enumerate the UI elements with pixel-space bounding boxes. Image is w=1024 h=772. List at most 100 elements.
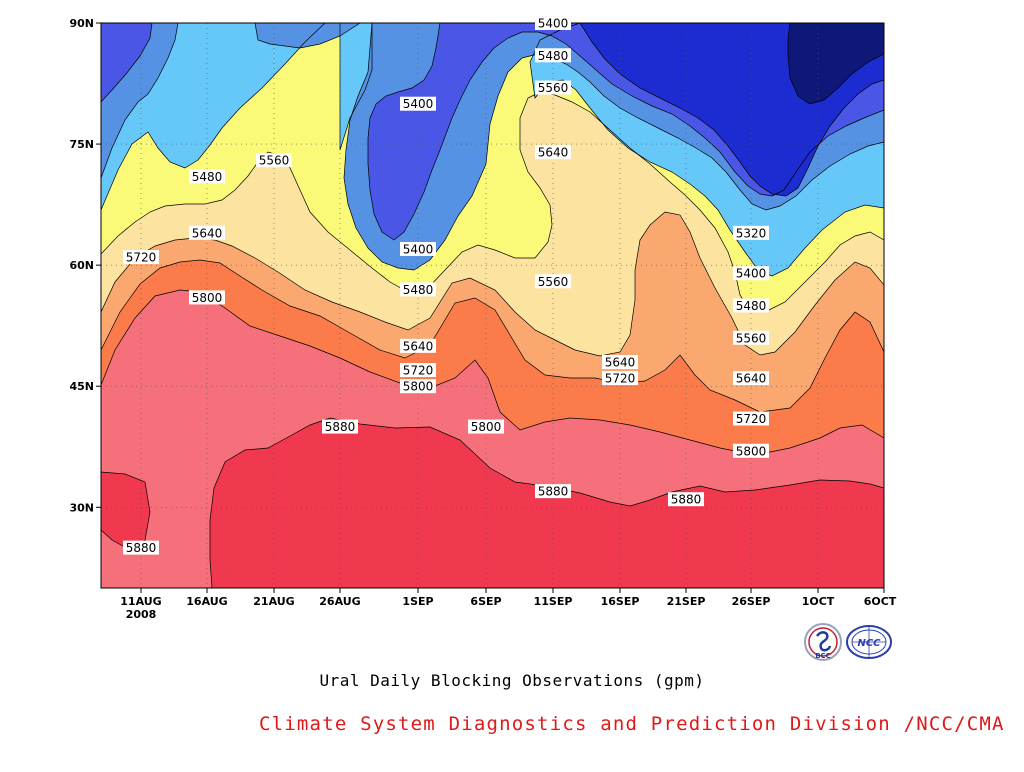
contour-line [101, 417, 884, 588]
contour-label-box [123, 540, 159, 555]
contour-label-box [400, 379, 436, 394]
y-axis: 30N 45N 60N 75N 90N [69, 17, 101, 514]
contour-label: 5720 [733, 411, 769, 426]
x-tick-label: 1SEP [402, 595, 433, 608]
contour-label-box [535, 16, 571, 30]
contour-label-box [602, 371, 638, 386]
contour-label-text: 5400 [538, 17, 569, 31]
credit-line: Climate System Diagnostics and Predictio… [259, 713, 1005, 735]
contour-label-text: 5720 [126, 251, 157, 265]
contour-label-text: 5800 [192, 291, 223, 305]
contour-label: 5880 [123, 540, 159, 555]
contour-label-text: 5640 [403, 339, 434, 353]
contour-label-box [733, 225, 769, 240]
contour-line [101, 23, 884, 357]
contour-label-box [733, 330, 769, 345]
contour-label-box [733, 443, 769, 458]
x-tick-label: 6OCT [864, 595, 897, 608]
contour-label-box [733, 371, 769, 386]
contour-label-box [322, 419, 358, 434]
x-year-label: 2008 [126, 608, 157, 621]
contour-line [101, 23, 884, 413]
contour-label-text: 5800 [736, 444, 767, 458]
y-tick-label: 60N [69, 259, 94, 272]
contour-label-box [733, 266, 769, 281]
x-tick-label: 1OCT [802, 595, 835, 608]
contour-label-box [668, 492, 704, 507]
contour-label-box [123, 250, 159, 265]
contour-label: 5400 [535, 16, 571, 31]
contour-label-box [400, 363, 436, 378]
contour-label: 5720 [602, 371, 638, 386]
contour-label-box [400, 96, 436, 111]
region-ge5960 [101, 418, 884, 588]
x-tick-label: 21SEP [667, 595, 706, 608]
contour-label-text: 5880 [671, 493, 702, 507]
contour-label-box [400, 282, 436, 297]
contour-label: 5480 [189, 169, 225, 184]
contour-label: 5640 [400, 338, 436, 353]
contour-label-text: 5400 [403, 97, 434, 111]
contour-label: 5720 [400, 363, 436, 378]
contour-label: 5640 [535, 145, 571, 160]
contour-label: 5800 [189, 290, 225, 305]
contour-line [787, 23, 884, 105]
region-le5240 [788, 23, 884, 104]
contour-label-text: 5400 [403, 243, 434, 257]
contour-label-box [535, 274, 571, 289]
contour-label: 5320 [733, 225, 769, 240]
contour-label-box [535, 145, 571, 160]
contour-label-text: 5640 [605, 356, 636, 370]
x-tick-label: 6SEP [470, 595, 501, 608]
contour-label-text: 5480 [192, 170, 223, 184]
contour-label-text: 5480 [403, 283, 434, 297]
x-axis: 11AUG 16AUG 21AUG 26AUG 1SEP 6SEP 11SEP 16SEP 21… [120, 588, 897, 621]
contour-label-text: 5720 [736, 412, 767, 426]
contour-label: 5400 [733, 266, 769, 281]
contour-label-box [189, 290, 225, 305]
contour-label-text: 5720 [403, 364, 434, 378]
contour-label-box [189, 169, 225, 184]
ncc-logo-text: NCC [857, 638, 881, 649]
contour-label: 5560 [733, 330, 769, 345]
y-tick-label: 30N [69, 501, 94, 514]
contour-label-text: 5800 [471, 420, 502, 434]
chart-title: Ural Daily Blocking Observations (gpm) [319, 671, 705, 690]
ncc-logo: NCC [844, 622, 894, 662]
contour-label-text: 5640 [736, 372, 767, 386]
contour-label: 5800 [733, 443, 769, 458]
contour-label-box [535, 484, 571, 499]
contour-label-text: 5720 [605, 372, 636, 386]
contour-label: 5400 [400, 242, 436, 257]
contour-label-text: 5560 [259, 154, 290, 168]
contour-line [101, 23, 884, 277]
contour-label-text: 5480 [736, 299, 767, 313]
contour-label: 5800 [400, 379, 436, 394]
contour-line [579, 23, 884, 197]
contour-line [101, 23, 884, 241]
contour-label: 5720 [123, 250, 159, 265]
contour-label-text: 5880 [538, 485, 569, 499]
contour-label-text: 5320 [736, 226, 767, 240]
contour-label-box [535, 80, 571, 95]
contour-label: 5560 [535, 274, 571, 289]
x-tick-label: 26SEP [732, 595, 771, 608]
contour-label-box [256, 153, 292, 168]
contour-label: 5560 [256, 153, 292, 168]
contour-label-text: 5640 [192, 226, 223, 240]
contour-label-box [468, 419, 504, 434]
contour-label-text: 5480 [538, 49, 569, 63]
y-tick-label: 75N [69, 138, 94, 151]
contour-label-box [602, 355, 638, 369]
contour-label-text: 5640 [538, 146, 569, 160]
x-tick-label: 16AUG [186, 595, 227, 608]
contour-label: 5480 [535, 48, 571, 63]
contour-label: 5800 [468, 419, 504, 434]
contour-label-layer: 5400 5480 5560 5400 5640 5560 5480 5640 5320 5400… [123, 16, 769, 555]
x-tick-label: 11AUG [120, 595, 161, 608]
contour-label-box [400, 338, 436, 353]
contour-label-text: 5560 [736, 331, 767, 345]
contour-label-box [733, 298, 769, 313]
x-tick-label: 26AUG [319, 595, 360, 608]
